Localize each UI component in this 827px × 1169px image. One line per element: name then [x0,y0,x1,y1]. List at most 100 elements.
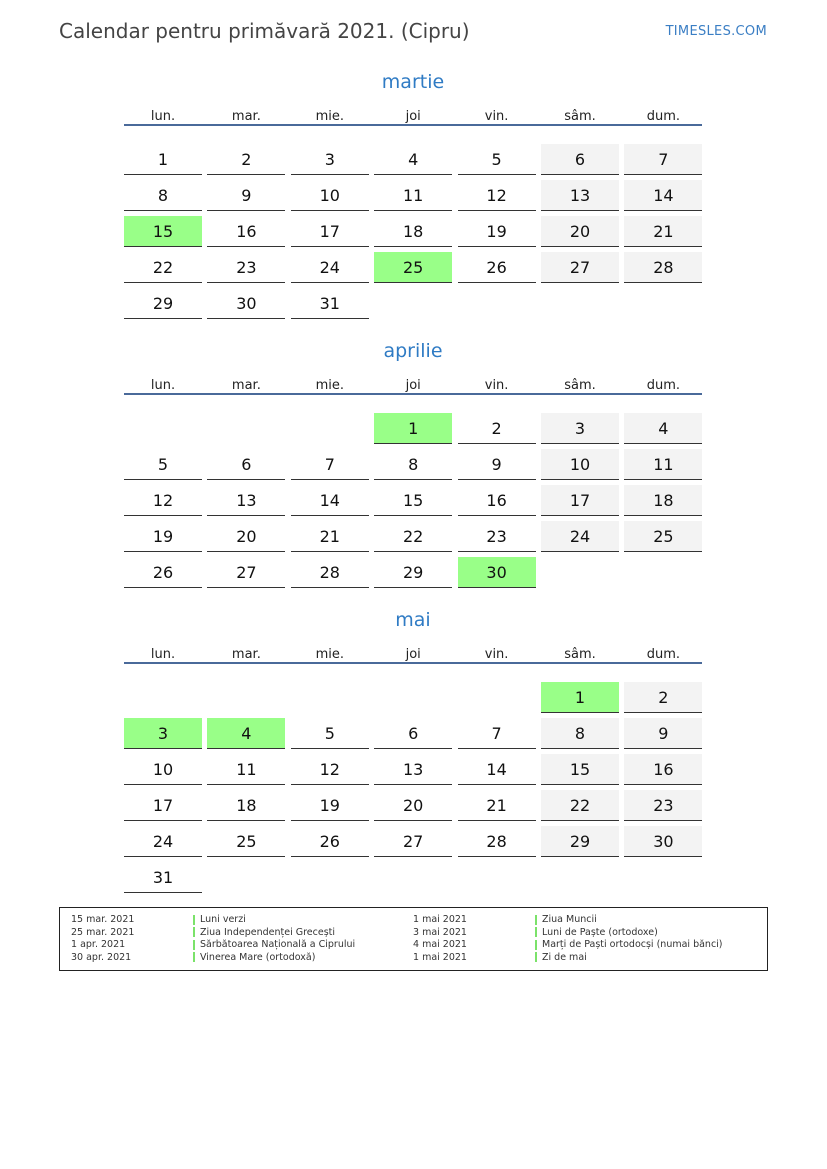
day-cell[interactable]: 5 [290,718,369,749]
day-cell[interactable]: 20 [207,521,286,552]
day-cell[interactable]: 2 [624,682,703,713]
day-cell[interactable]: 26 [457,252,536,283]
day-cell[interactable]: 24 [290,252,369,283]
day-cell[interactable]: 19 [457,216,536,247]
day-cell[interactable]: 15 [124,216,202,247]
day-cell[interactable]: 23 [207,252,286,283]
legend-date: 4 mai 2021 [413,939,467,950]
day-cell[interactable]: 25 [624,521,703,552]
day-cell[interactable]: 10 [290,180,369,211]
day-cell[interactable]: 2 [207,144,286,175]
day-cell[interactable]: 10 [124,754,202,785]
day-cell[interactable]: 22 [374,521,453,552]
day-cell[interactable]: 30 [457,557,536,588]
day-cell[interactable]: 16 [207,216,286,247]
day-cell[interactable]: 4 [624,413,703,444]
day-cell[interactable]: 17 [124,790,202,821]
brand-link[interactable]: TIMESLES.COM [665,24,767,39]
day-cell[interactable]: 7 [290,449,369,480]
day-cell[interactable]: 6 [207,449,286,480]
day-cell[interactable]: 8 [374,449,453,480]
day-cell[interactable]: 18 [374,216,453,247]
day-cell[interactable]: 3 [541,413,619,444]
day-cell[interactable]: 12 [124,485,202,516]
day-cell[interactable]: 30 [624,826,703,857]
day-cell[interactable]: 31 [290,288,369,319]
day-cell[interactable]: 3 [124,718,202,749]
day-cell[interactable]: 2 [457,413,536,444]
weekday-header: mie. [315,378,344,393]
day-cell[interactable]: 30 [207,288,286,319]
day-cell[interactable]: 14 [624,180,703,211]
day-cell[interactable]: 27 [207,557,286,588]
day-cell[interactable]: 1 [541,682,619,713]
header-divider [124,662,702,664]
day-cell[interactable]: 14 [290,485,369,516]
day-cell[interactable]: 22 [124,252,202,283]
day-cell[interactable]: 4 [374,144,453,175]
day-cell[interactable]: 4 [207,718,286,749]
day-cell[interactable]: 16 [457,485,536,516]
legend-name: Sărbătoarea Națională a Ciprului [200,939,356,950]
day-cell[interactable]: 5 [124,449,202,480]
day-cell[interactable]: 19 [124,521,202,552]
day-cell[interactable]: 12 [290,754,369,785]
day-cell[interactable]: 12 [457,180,536,211]
day-cell[interactable]: 11 [374,180,453,211]
day-cell[interactable]: 21 [457,790,536,821]
day-cell[interactable]: 23 [457,521,536,552]
day-cell[interactable]: 16 [624,754,703,785]
day-cell[interactable]: 27 [374,826,453,857]
day-cell[interactable]: 27 [541,252,619,283]
day-cell[interactable]: 17 [290,216,369,247]
day-cell[interactable]: 20 [541,216,619,247]
day-cell[interactable]: 25 [374,252,453,283]
day-cell[interactable]: 19 [290,790,369,821]
day-cell[interactable]: 29 [541,826,619,857]
day-cell[interactable]: 11 [624,449,703,480]
day-cell[interactable]: 10 [541,449,619,480]
day-cell[interactable]: 28 [457,826,536,857]
day-cell[interactable]: 26 [290,826,369,857]
day-cell[interactable]: 1 [124,144,202,175]
day-cell[interactable]: 9 [624,718,703,749]
day-cell[interactable]: 31 [124,862,202,893]
day-cell[interactable]: 23 [624,790,703,821]
day-cell[interactable]: 1 [374,413,453,444]
day-cell[interactable]: 17 [541,485,619,516]
day-cell[interactable]: 15 [541,754,619,785]
day-cell[interactable]: 5 [457,144,536,175]
day-cell[interactable]: 29 [124,288,202,319]
day-cell[interactable]: 25 [207,826,286,857]
day-cell[interactable]: 20 [374,790,453,821]
weekday-header: mar. [231,378,261,393]
day-cell[interactable]: 28 [624,252,703,283]
day-cell[interactable]: 9 [207,180,286,211]
weekday-header: vin. [484,647,509,662]
day-cell[interactable]: 8 [124,180,202,211]
day-cell[interactable]: 14 [457,754,536,785]
day-cell[interactable]: 24 [124,826,202,857]
day-cell[interactable]: 24 [541,521,619,552]
day-cell[interactable]: 11 [207,754,286,785]
day-cell[interactable]: 7 [457,718,536,749]
day-cell[interactable]: 7 [624,144,703,175]
day-cell[interactable]: 18 [624,485,703,516]
day-cell[interactable]: 13 [374,754,453,785]
day-cell[interactable]: 15 [374,485,453,516]
day-cell[interactable]: 8 [541,718,619,749]
day-cell[interactable]: 13 [207,485,286,516]
day-cell[interactable]: 3 [290,144,369,175]
day-cell[interactable]: 21 [290,521,369,552]
weekday-header: mie. [315,647,344,662]
day-cell[interactable]: 9 [457,449,536,480]
day-cell[interactable]: 28 [290,557,369,588]
day-cell[interactable]: 6 [374,718,453,749]
day-cell[interactable]: 13 [541,180,619,211]
day-cell[interactable]: 29 [374,557,453,588]
day-cell[interactable]: 18 [207,790,286,821]
day-cell[interactable]: 22 [541,790,619,821]
day-cell[interactable]: 6 [541,144,619,175]
day-cell[interactable]: 26 [124,557,202,588]
day-cell[interactable]: 21 [624,216,703,247]
